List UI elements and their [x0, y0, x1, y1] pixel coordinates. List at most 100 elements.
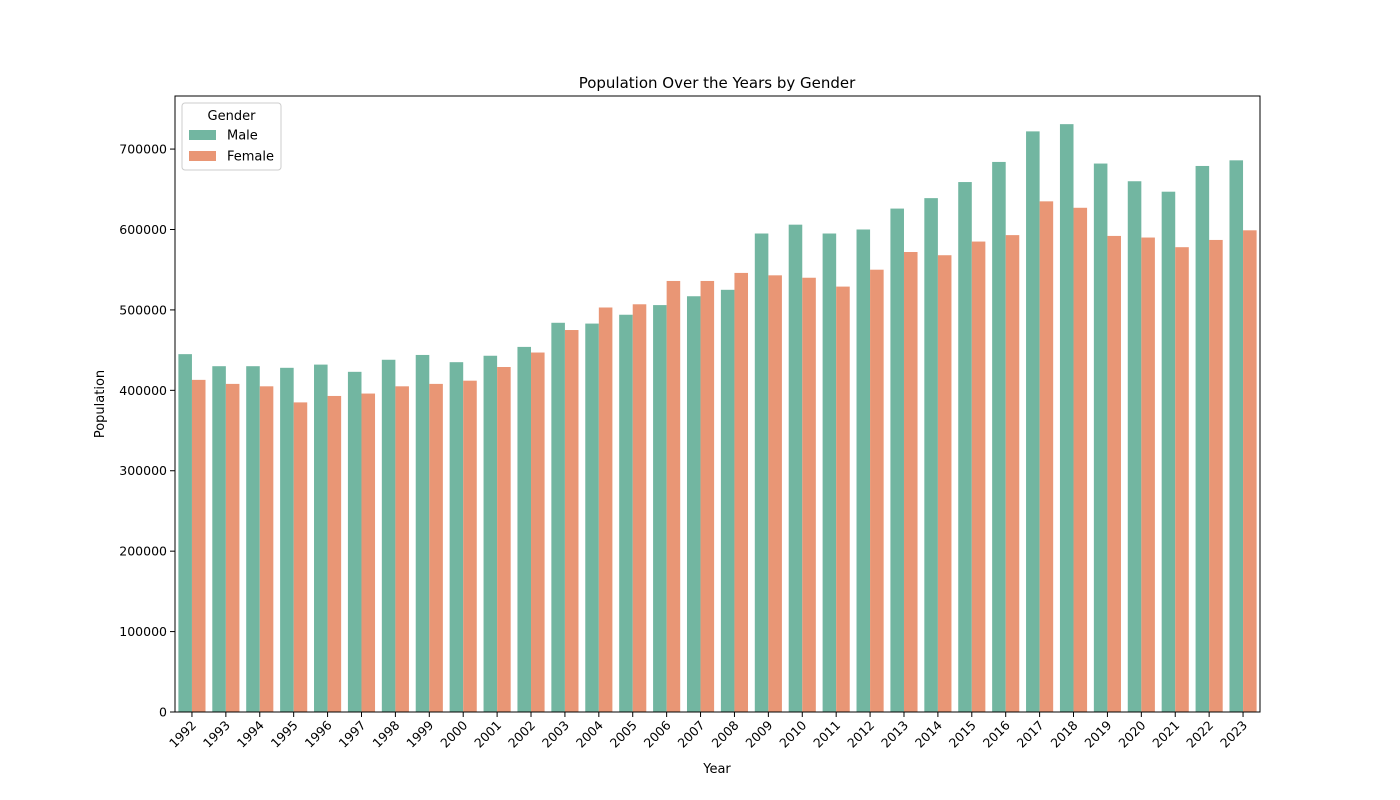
x-tick-label: 2005	[607, 718, 640, 751]
bar-female-2004	[598, 307, 613, 712]
x-tick-label: 2007	[675, 718, 708, 751]
y-tick-label: 700000	[119, 142, 167, 157]
bar-male-2005	[619, 314, 633, 712]
x-tick-label: 1992	[166, 718, 199, 751]
bar-female-2021	[1175, 247, 1189, 712]
x-tick-label: 2016	[980, 717, 1013, 750]
bar-male-2013	[890, 208, 904, 712]
bar-male-2015	[958, 182, 972, 713]
bar-male-1998	[381, 359, 396, 712]
bar-female-2012	[870, 269, 884, 712]
x-tick-label: 1997	[335, 718, 368, 751]
bar-female-2020	[1141, 237, 1155, 713]
x-tick-label: 2015	[946, 718, 979, 751]
bar-female-2023	[1243, 230, 1257, 713]
x-tick-label: 2001	[471, 718, 504, 751]
y-axis: 0 100000 200000 300000 400000 500000 600000 700…	[119, 142, 175, 720]
y-axis-title: Population	[93, 370, 108, 438]
x-tick-label: 2008	[708, 717, 741, 750]
series-male	[178, 124, 1244, 713]
bar-female-2001	[497, 367, 511, 712]
x-axis-title: Year	[702, 762, 731, 777]
x-tick-label: 1996	[302, 717, 335, 750]
bar-male-2014	[924, 198, 938, 712]
bar-male-1995	[280, 367, 294, 712]
x-tick-label: 2019	[1081, 717, 1114, 750]
bar-female-2017	[1039, 201, 1054, 712]
bar-female-2011	[836, 286, 850, 712]
bar-female-1993	[225, 383, 240, 712]
x-tick-label: 2003	[539, 718, 572, 751]
bar-female-1995	[293, 402, 308, 712]
x-tick-label: 2017	[1014, 718, 1047, 751]
y-tick-label: 300000	[119, 463, 167, 478]
y-tick-label: 500000	[119, 302, 167, 317]
x-tick-label: 2020	[1115, 717, 1148, 750]
bar-male-2022	[1195, 165, 1210, 712]
bar-male-2023	[1229, 160, 1244, 712]
plot-frame	[174, 95, 1261, 713]
x-tick-label: 2002	[505, 718, 538, 751]
bar-female-2000	[463, 380, 477, 712]
y-tick-label: 0	[159, 705, 167, 720]
bar-male-1993	[212, 366, 226, 712]
bar-male-2011	[822, 233, 837, 712]
bar-male-2017	[1026, 131, 1040, 712]
bar-female-2009	[768, 275, 782, 712]
bar-female-1992	[191, 379, 206, 712]
bar-male-2002	[517, 346, 532, 712]
x-tick-label: 2004	[573, 717, 606, 750]
bar-male-2001	[483, 355, 498, 712]
x-tick-label: 2012	[844, 718, 877, 751]
x-tick-label: 2011	[810, 718, 843, 751]
bar-female-2008	[734, 272, 749, 712]
x-tick-label: 2014	[912, 717, 945, 750]
bar-male-2006	[653, 305, 667, 712]
bar-male-2021	[1161, 191, 1176, 712]
x-tick-label: 2009	[742, 717, 775, 750]
x-tick-label: 1995	[268, 718, 301, 751]
y-tick-label: 400000	[119, 383, 167, 398]
bar-female-2018	[1073, 207, 1088, 712]
x-tick-label: 2006	[641, 717, 674, 750]
x-tick-label: 2022	[1183, 718, 1216, 751]
legend-label-male: Male	[227, 129, 258, 144]
bar-female-2002	[531, 352, 545, 712]
bar-series-group	[178, 124, 1257, 713]
bar-female-2005	[632, 304, 647, 712]
x-tick-label: 1999	[403, 717, 436, 750]
bar-male-2008	[720, 289, 735, 712]
bar-female-2010	[802, 277, 816, 712]
series-female	[191, 201, 1257, 713]
bar-female-1997	[361, 393, 376, 712]
bar-male-1999	[415, 354, 430, 712]
bar-male-1997	[347, 371, 362, 712]
legend-title: Gender	[208, 109, 257, 124]
legend-swatch-female	[189, 151, 216, 161]
x-tick-label: 1993	[200, 718, 233, 751]
x-tick-label: 2000	[437, 717, 470, 750]
bar-male-1992	[178, 354, 192, 712]
bar-female-1996	[327, 395, 342, 712]
x-axis: 1992 1993 1994 1995 1996 1997 1998 1999 2000 2001…	[166, 712, 1250, 751]
bar-male-2012	[856, 229, 871, 713]
y-tick-label: 600000	[119, 222, 167, 237]
bar-male-2020	[1127, 181, 1142, 713]
bar-male-1996	[314, 364, 328, 712]
bar-male-2007	[686, 296, 701, 712]
x-tick-label: 2018	[1048, 717, 1081, 750]
bar-male-2010	[788, 224, 803, 713]
x-tick-label: 2013	[878, 718, 911, 751]
y-tick-label: 200000	[119, 544, 167, 559]
legend-swatch-male	[189, 130, 216, 140]
bar-female-2006	[666, 280, 681, 712]
x-tick-label: 2010	[776, 717, 809, 750]
bar-male-2003	[551, 322, 565, 712]
bar-female-1998	[395, 386, 409, 712]
bar-female-2007	[700, 280, 715, 712]
bar-female-2016	[1005, 235, 1020, 712]
bar-male-2004	[585, 323, 599, 712]
bar-male-2009	[754, 233, 769, 712]
legend: Gender Male Female	[181, 102, 282, 171]
